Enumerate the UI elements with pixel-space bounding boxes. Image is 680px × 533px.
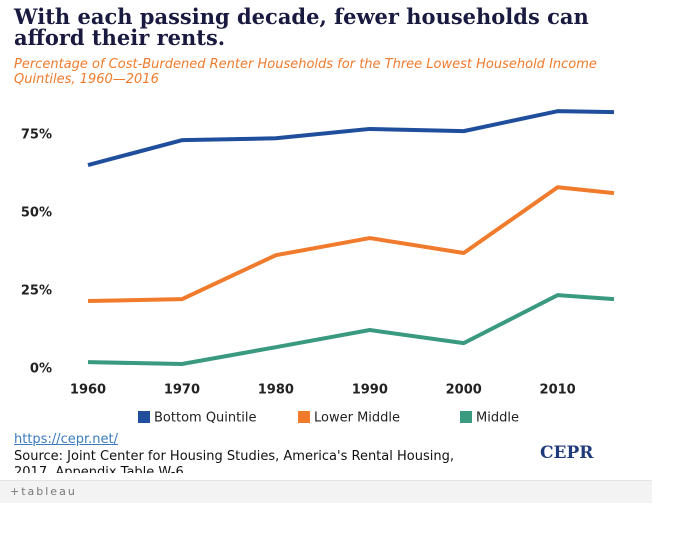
line [87,185,615,304]
toolbar: +tableau [0,480,652,503]
x-tick-label: 1970 [164,383,200,398]
toolbar-brand[interactable]: +tableau [10,485,77,498]
source-link[interactable]: https://cepr.net/ [14,432,118,447]
legend-swatch [298,411,310,423]
chart-title: With each passing decade, fewer househol… [14,4,589,50]
legend-label: Bottom Quintile [154,411,256,426]
x-tick-label: 1990 [352,383,388,398]
legend-label: Lower Middle [314,411,400,426]
logo: CEPR [540,443,594,463]
x-tick-label: 2000 [446,383,482,398]
legend-label: Middle [476,411,519,426]
y-tick-label: 75% [21,128,52,143]
line [87,109,615,168]
y-tick-label: 50% [21,206,52,221]
legend-swatch [460,411,472,423]
chart: 0% 25% 50% 75% 1960 1970 1980 1990 2000 2010 Botto… [21,109,615,426]
chart-subtitle: Percentage of Cost-Burdened Renter House… [14,57,597,87]
x-tick-label: 2010 [540,383,576,398]
y-tick-label: 25% [21,284,52,299]
x-tick-label: 1960 [70,383,106,398]
line [87,293,615,367]
legend-swatch [138,411,150,423]
y-tick-label: 0% [30,362,52,377]
x-tick-label: 1980 [258,383,294,398]
source-text: Source: Joint Center for Housing Studies… [14,449,454,473]
